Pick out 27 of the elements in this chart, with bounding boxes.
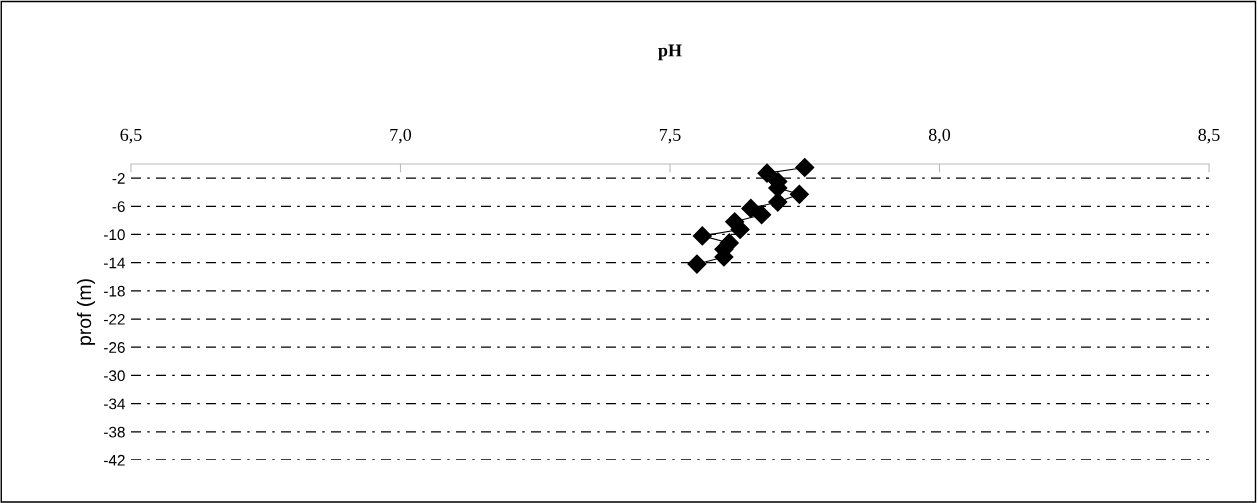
- y-tick-label: -2: [112, 172, 125, 184]
- x-tick-label: 6,5: [120, 128, 142, 144]
- x-tick-label: 7,0: [390, 128, 412, 144]
- y-tick-label: -22: [104, 313, 125, 325]
- point: [789, 184, 809, 204]
- y-tick-label: -34: [104, 398, 125, 410]
- y-tick-label: -10: [104, 229, 125, 241]
- y-tick-label: -26: [104, 342, 125, 353]
- point: [795, 157, 815, 178]
- point: [752, 205, 772, 225]
- point: [768, 192, 788, 212]
- point: [687, 254, 707, 274]
- y-tick-label: -30: [104, 370, 125, 382]
- y-tick-label: -38: [104, 426, 125, 438]
- y-tick-label: -18: [104, 285, 125, 297]
- point: [741, 198, 761, 218]
- y-tick-label: -6: [112, 201, 125, 212]
- chart-title: pH: [658, 44, 682, 61]
- y-axis-title: prof (m): [76, 279, 96, 345]
- y-tick-label: -14: [104, 257, 125, 269]
- point: [692, 226, 712, 246]
- point: [757, 163, 777, 183]
- x-tick-label: 7,5: [659, 128, 681, 144]
- x-tick-label: 8,0: [928, 128, 951, 144]
- y-tick-label: -42: [104, 454, 125, 466]
- point: [730, 220, 750, 240]
- x-tick-label: 8,5: [1198, 128, 1220, 144]
